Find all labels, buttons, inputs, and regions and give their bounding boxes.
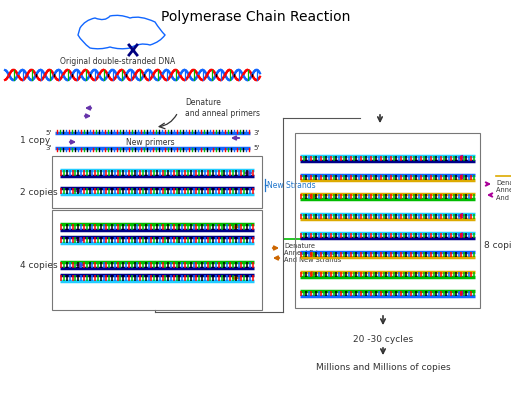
Text: 3': 3' xyxy=(45,145,52,151)
Text: 5': 5' xyxy=(253,145,259,151)
Text: Denature
Anneal Primers
And New Strands: Denature Anneal Primers And New Strands xyxy=(284,242,341,264)
Text: New primers: New primers xyxy=(126,138,174,147)
Text: Millions and Millions of copies: Millions and Millions of copies xyxy=(316,364,450,372)
Bar xyxy=(295,133,480,308)
Text: 8 copies: 8 copies xyxy=(484,240,511,249)
Text: Denature
and anneal primers: Denature and anneal primers xyxy=(185,98,260,118)
Circle shape xyxy=(131,48,134,52)
Text: New Strands: New Strands xyxy=(267,180,316,190)
Text: 2 copies: 2 copies xyxy=(20,188,58,197)
Text: 20 -30 cycles: 20 -30 cycles xyxy=(353,336,413,344)
Text: Denature
Anneal Primers
And New Strands: Denature Anneal Primers And New Strands xyxy=(496,180,511,201)
Bar xyxy=(52,210,262,310)
Text: 1 copy: 1 copy xyxy=(20,136,50,145)
Text: 3': 3' xyxy=(253,130,260,136)
Text: 4 copies: 4 copies xyxy=(20,260,58,269)
Bar xyxy=(52,156,262,208)
Text: 5': 5' xyxy=(46,130,52,136)
Text: Polymerase Chain Reaction: Polymerase Chain Reaction xyxy=(161,10,351,24)
Text: Original double-stranded DNA: Original double-stranded DNA xyxy=(60,57,176,66)
